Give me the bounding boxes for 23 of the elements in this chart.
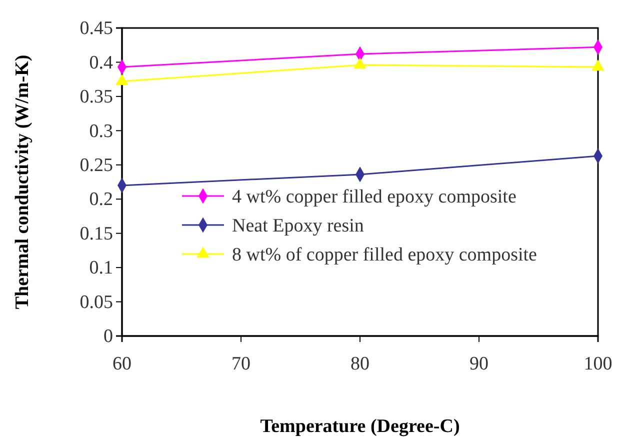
y-tick-label: 0.45 [80, 18, 113, 40]
point [354, 58, 366, 69]
x-tick-label: 70 [232, 353, 250, 374]
y-tick-label: 0.25 [80, 154, 113, 176]
y-tick-label: 0.3 [89, 120, 113, 142]
legend-label: 8 wt% of copper filled epoxy composite [232, 244, 537, 266]
x-tick-label: 60 [112, 353, 132, 374]
legend-label: Neat Epoxy resin [232, 216, 364, 237]
legend-label: 4 wt% copper filled epoxy composite [232, 186, 516, 208]
x-axis-title: Temperature (Degree-C) [260, 416, 460, 437]
y-tick-label: 0.15 [80, 223, 113, 244]
y-tick-label: 0.1 [89, 258, 113, 279]
y-tick-label: 0.35 [80, 86, 113, 108]
x-tick-label: 100 [584, 353, 612, 374]
x-tick-label: 90 [470, 353, 488, 374]
y-tick-label: 0 [104, 326, 113, 348]
point [592, 60, 604, 71]
y-axis-title: Thermal conductivity (W/m-K) [12, 54, 33, 310]
x-tick-label: 80 [350, 353, 370, 374]
y-tick-label: 0.05 [80, 292, 113, 313]
y-tick-label: 0.4 [89, 52, 114, 74]
point [116, 74, 128, 86]
y-tick-label: 0.2 [89, 189, 113, 210]
